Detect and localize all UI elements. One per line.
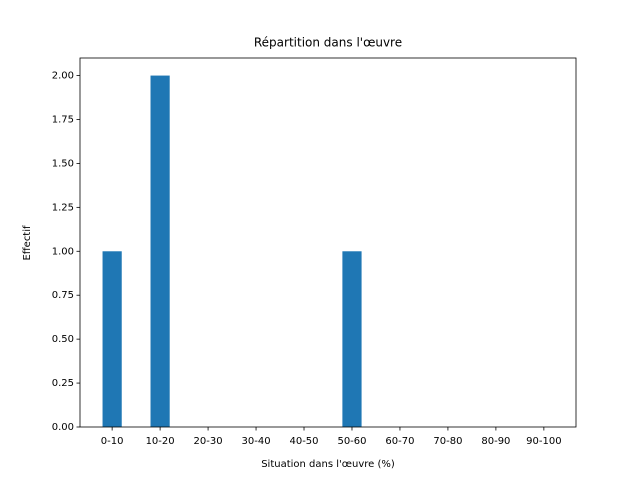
y-tick-label: 0.00 — [52, 422, 74, 433]
y-tick-label: 0.25 — [52, 378, 74, 389]
x-tick-label: 50-60 — [337, 436, 366, 447]
x-tick-label: 30-40 — [242, 436, 271, 447]
x-tick-label: 40-50 — [289, 436, 318, 447]
y-tick-label: 1.00 — [52, 246, 74, 257]
y-axis-label: Effectif — [22, 225, 33, 261]
x-tick-label: 0-10 — [101, 436, 124, 447]
y-tick-label: 1.50 — [52, 158, 74, 169]
bar — [150, 75, 170, 428]
bar — [102, 251, 122, 427]
bar — [342, 251, 362, 427]
x-tick-label: 60-70 — [385, 436, 414, 447]
y-tick-label: 0.50 — [52, 334, 74, 345]
x-tick-label: 70-80 — [433, 436, 462, 447]
x-tick-label: 20-30 — [194, 436, 223, 447]
y-tick-label: 0.75 — [52, 290, 74, 301]
chart-title: Répartition dans l'œuvre — [254, 36, 402, 50]
plot-frame — [79, 57, 577, 428]
y-tick-label: 1.25 — [52, 202, 74, 213]
x-tick-label: 90-100 — [526, 436, 561, 447]
y-tick-label: 2.00 — [52, 71, 74, 82]
x-axis-label: Situation dans l'œuvre (%) — [261, 459, 395, 470]
x-tick-label: 80-90 — [481, 436, 510, 447]
x-tick-label: 10-20 — [146, 436, 175, 447]
y-tick-label: 1.75 — [52, 115, 74, 126]
